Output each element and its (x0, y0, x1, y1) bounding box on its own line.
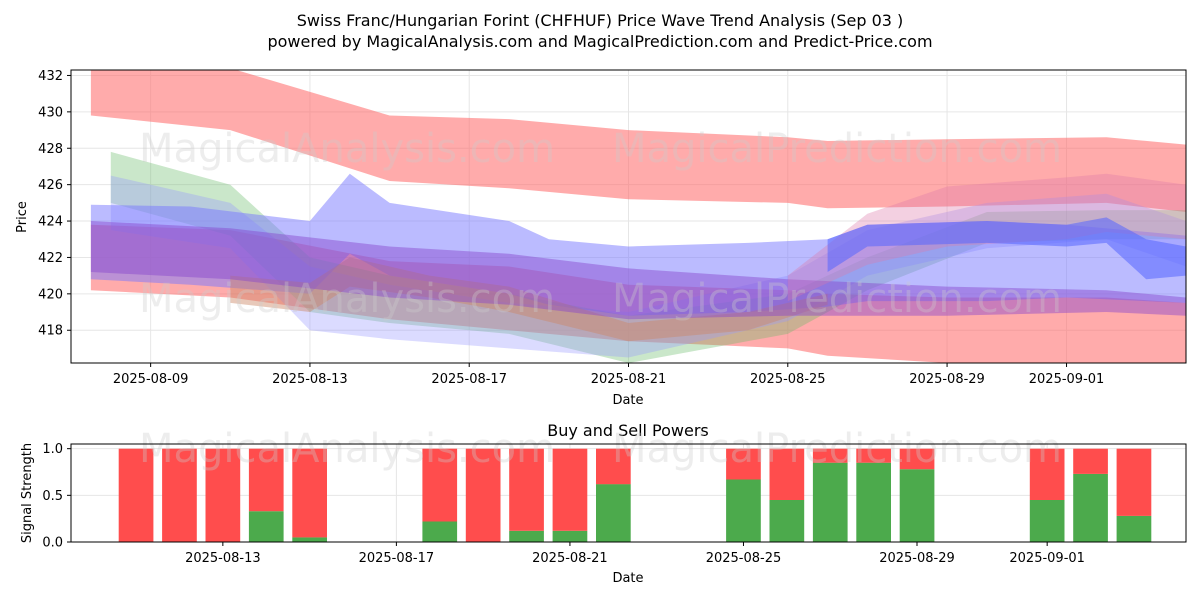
buy-power-bar (509, 530, 544, 542)
signal-y-tick-label: 1.0 (42, 442, 63, 457)
sell-power-bar (465, 448, 501, 542)
signal-chart-title: Buy and Sell Powers (547, 421, 709, 440)
sell-power-bar (769, 448, 805, 500)
price-y-tick-label: 420 (38, 287, 63, 302)
price-wave-band-9 (827, 217, 1186, 280)
price-x-tick-label: 2025-08-09 (113, 372, 189, 387)
price-x-tick-label: 2025-09-01 (1029, 372, 1105, 387)
price-x-tick-label: 2025-08-21 (591, 372, 667, 387)
buy-power-bar (292, 537, 327, 542)
price-y-ticks: 418 420 422 424 426 428 430 432 (38, 69, 71, 339)
signal-x-tick-label: 2025-08-17 (359, 551, 435, 566)
buy-power-bar (422, 521, 458, 542)
sell-power-bar (248, 448, 284, 512)
sell-power-bar (509, 448, 544, 531)
sell-power-bar (899, 448, 935, 470)
signal-x-tick-label: 2025-08-13 (185, 551, 261, 566)
signal-x-ticks: 2025-08-13 2025-08-17 2025-08-21 2025-08-25… (185, 542, 1085, 566)
watermark-6: MagicalPrediction.com (612, 426, 1062, 472)
buy-power-bar (726, 479, 761, 542)
signal-bars (118, 448, 1152, 542)
price-wave-band-7 (90, 221, 1186, 320)
watermark-2: MagicalPrediction.com (612, 126, 1062, 172)
watermark-1: MagicalAnalysis.com (139, 126, 555, 172)
price-y-tick-label: 418 (38, 324, 63, 339)
sell-power-bar (812, 448, 848, 463)
price-y-tick-label: 430 (38, 105, 63, 120)
price-y-tick-label: 422 (38, 251, 63, 266)
sell-power-bar (422, 448, 458, 522)
price-wave-band-3 (110, 151, 1186, 363)
signal-y-axis-label: Signal Strength (20, 443, 35, 543)
price-y-tick-label: 424 (38, 215, 63, 230)
signal-x-axis-label: Date (612, 571, 643, 586)
price-x-tick-label: 2025-08-13 (272, 372, 348, 387)
buy-power-bar (812, 462, 848, 542)
price-wave-bands (90, 70, 1186, 363)
signal-y-tick-label: 0.0 (42, 536, 63, 551)
price-chart: MagicalAnalysis.com MagicalPrediction.co… (15, 69, 1187, 408)
buy-power-bar (1073, 473, 1108, 542)
signal-plot-frame (70, 443, 1187, 543)
price-x-ticks: 2025-08-09 2025-08-13 2025-08-17 2025-08-21… (113, 363, 1104, 387)
sell-power-bar (552, 448, 588, 531)
sell-power-bar (1116, 448, 1152, 516)
price-y-axis-label: Price (15, 201, 30, 233)
price-band-group (90, 70, 1186, 363)
sell-power-bar (726, 448, 761, 480)
buy-power-bar (248, 511, 284, 542)
sell-power-bar (205, 448, 241, 542)
chart-title-line2: powered by MagicalAnalysis.com and Magic… (267, 32, 932, 51)
sell-power-bar (292, 448, 327, 538)
sell-power-bar (118, 448, 154, 542)
price-y-tick-label: 426 (38, 178, 63, 193)
buy-power-bar (552, 530, 588, 542)
buy-power-bar (899, 469, 935, 542)
price-wave-band-4 (110, 175, 1186, 358)
price-y-tick-label: 428 (38, 142, 63, 157)
sell-power-bar (1029, 448, 1065, 500)
price-wave-band-6 (230, 257, 828, 342)
signal-y-ticks: 0.0 0.5 1.0 (42, 442, 71, 551)
price-wave-band-5 (90, 173, 1186, 316)
price-y-tick-label: 432 (38, 69, 63, 84)
price-wave-band-1 (90, 70, 1186, 212)
price-x-tick-label: 2025-08-29 (909, 372, 985, 387)
signal-x-tick-label: 2025-08-25 (706, 551, 782, 566)
signal-y-tick-label: 0.5 (42, 489, 63, 504)
chart-title-line1: Swiss Franc/Hungarian Forint (CHFHUF) Pr… (297, 11, 904, 30)
sell-power-bar (1073, 448, 1108, 474)
signal-x-tick-label: 2025-08-21 (532, 551, 608, 566)
signal-x-tick-label: 2025-09-01 (1009, 551, 1085, 566)
price-x-tick-label: 2025-08-17 (431, 372, 507, 387)
sell-power-bar (596, 448, 631, 485)
buy-power-bar (1029, 500, 1065, 542)
sell-power-bar (162, 448, 197, 542)
buy-power-bar (1116, 515, 1152, 542)
buy-power-bar (856, 462, 891, 542)
watermark-3: MagicalAnalysis.com (139, 276, 555, 322)
signal-chart: Buy and Sell Powers MagicalAnalysis.com … (20, 421, 1187, 586)
price-x-axis-label: Date (612, 393, 643, 408)
buy-power-bar (596, 484, 631, 542)
watermark-5: MagicalAnalysis.com (139, 426, 555, 472)
sell-power-bar (856, 448, 891, 463)
watermark-4: MagicalPrediction.com (612, 276, 1062, 322)
signal-x-tick-label: 2025-08-29 (879, 551, 955, 566)
price-x-tick-label: 2025-08-25 (750, 372, 826, 387)
buy-power-bar (769, 500, 805, 542)
